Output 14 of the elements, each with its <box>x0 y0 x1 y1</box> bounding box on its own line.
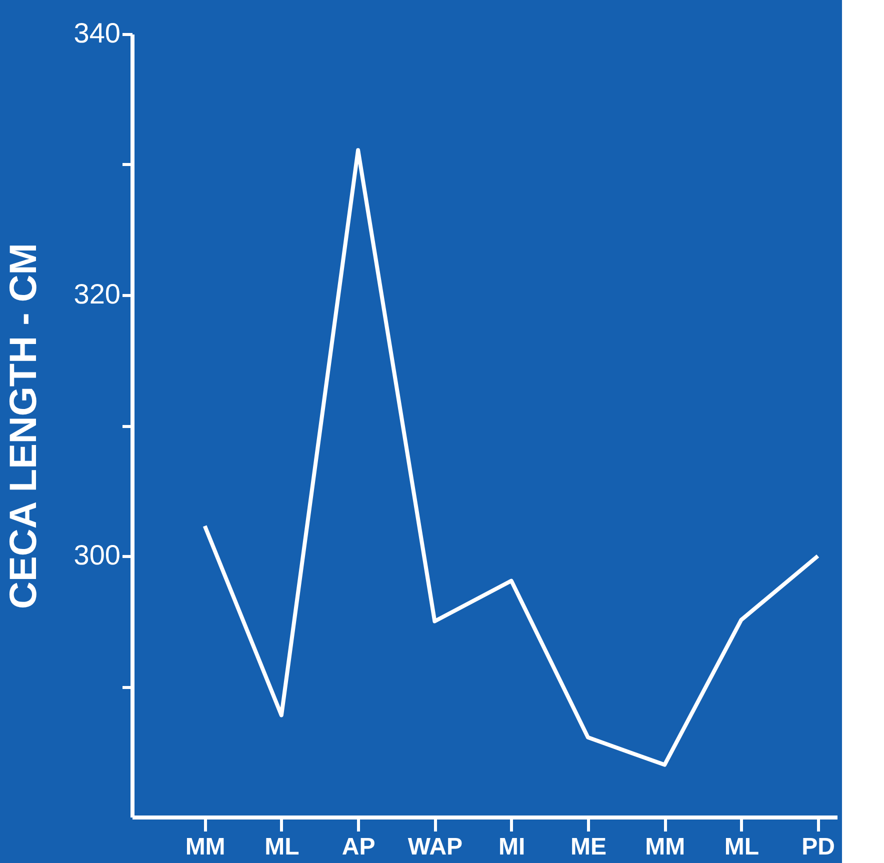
x-tick-label: AP <box>342 834 376 860</box>
line-series <box>202 148 820 767</box>
x-tick-label: MI <box>498 834 526 860</box>
y-tick-label: 320 <box>74 278 120 310</box>
y-tick-label: 300 <box>74 540 120 570</box>
x-tick-label: ME <box>570 834 606 860</box>
x-tick-label: MM <box>185 834 226 860</box>
x-tick-label: ML <box>264 834 300 860</box>
y-axis-title: CECA LENGTH - CM <box>2 243 45 609</box>
x-tick-label: ML <box>724 834 760 860</box>
x-tick-label: MM <box>645 834 686 860</box>
x-tick-label: PD <box>802 834 836 860</box>
y-tick-label: 340 <box>74 18 120 48</box>
x-tick-label: WAP <box>408 834 463 860</box>
